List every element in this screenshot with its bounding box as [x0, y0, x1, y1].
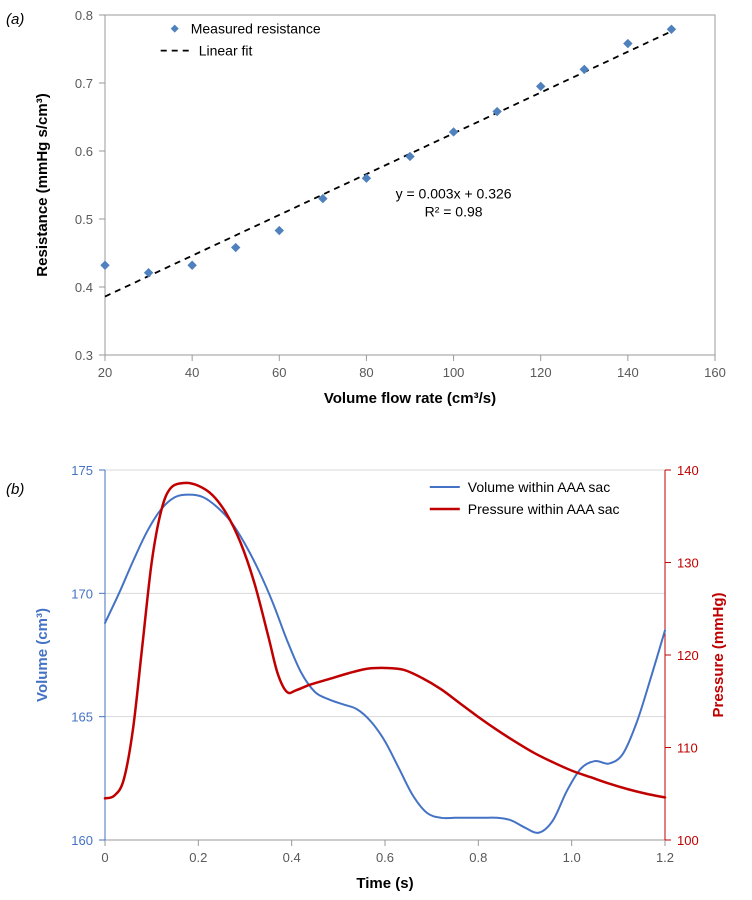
x-axis-label: Volume flow rate (cm³/s)	[324, 390, 496, 407]
y-right-tick-label: 100	[677, 833, 699, 848]
data-point	[188, 261, 196, 269]
x-axis-label: Time (s)	[356, 875, 413, 892]
y-tick-label: 0.7	[75, 76, 93, 91]
pressure-series	[105, 483, 665, 799]
y-left-axis-label: Volume (cm³)	[34, 608, 51, 702]
y-tick-label: 0.5	[75, 212, 93, 227]
x-tick-label: 0.6	[376, 850, 394, 865]
x-tick-label: 80	[359, 365, 373, 380]
x-tick-label: 0	[101, 850, 108, 865]
y-right-tick-label: 110	[677, 741, 698, 756]
y-axis-label: Resistance (mmHg s/cm³)	[34, 93, 51, 276]
data-point	[275, 227, 283, 235]
data-point	[145, 269, 153, 277]
legend-label: Volume within AAA sac	[468, 479, 610, 495]
y-right-tick-label: 130	[677, 556, 699, 571]
x-tick-label: 1.2	[656, 850, 674, 865]
data-point	[232, 244, 240, 252]
y-tick-label: 0.3	[75, 348, 93, 363]
y-tick-label: 0.6	[75, 144, 93, 159]
y-tick-label: 0.8	[75, 8, 93, 23]
data-point	[624, 40, 632, 48]
x-tick-label: 20	[98, 365, 112, 380]
y-right-axis-label: Pressure (mmHg)	[710, 592, 727, 717]
x-tick-label: 120	[530, 365, 552, 380]
y-right-tick-label: 140	[677, 463, 699, 478]
x-tick-label: 40	[185, 365, 199, 380]
y-left-tick-label: 170	[71, 586, 93, 601]
y-left-tick-label: 175	[71, 463, 93, 478]
data-point	[580, 65, 588, 73]
data-point	[667, 25, 675, 33]
x-tick-label: 1.0	[563, 850, 581, 865]
y-left-tick-label: 160	[71, 833, 93, 848]
data-point	[537, 82, 545, 90]
panel-a-label: (a)	[6, 11, 24, 28]
legend-label: Pressure within AAA sac	[468, 501, 620, 517]
legend-marker-icon	[171, 25, 179, 33]
data-point	[101, 261, 109, 269]
legend-label: Measured resistance	[191, 21, 321, 37]
y-right-tick-label: 120	[677, 648, 699, 663]
x-tick-label: 140	[617, 365, 639, 380]
data-point	[319, 195, 327, 203]
y-left-tick-label: 165	[71, 710, 93, 725]
x-tick-label: 0.4	[283, 850, 301, 865]
legend-label: Linear fit	[199, 43, 253, 59]
y-tick-label: 0.4	[75, 280, 93, 295]
data-point	[450, 128, 458, 136]
x-tick-label: 0.2	[189, 850, 207, 865]
fit-annotation: R² = 0.98	[425, 204, 483, 220]
data-point	[406, 152, 414, 160]
x-tick-label: 0.8	[469, 850, 487, 865]
data-point	[362, 174, 370, 182]
fit-annotation: y = 0.003x + 0.326	[396, 186, 512, 202]
x-tick-label: 160	[704, 365, 726, 380]
panel-b-label: (b)	[6, 481, 24, 498]
x-tick-label: 60	[272, 365, 286, 380]
volume-series	[105, 495, 665, 833]
x-tick-label: 100	[443, 365, 465, 380]
